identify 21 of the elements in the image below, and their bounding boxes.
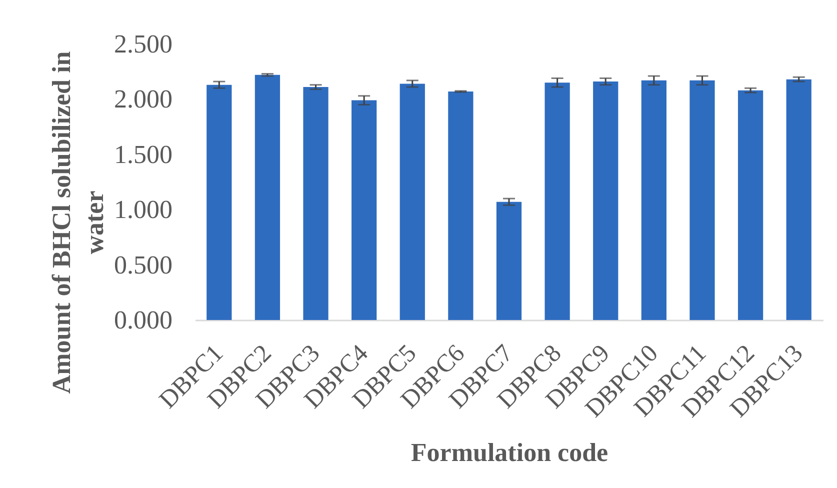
bar: [544, 82, 570, 320]
bar: [303, 87, 328, 320]
y-tick-label: 0.500: [114, 250, 172, 280]
bar: [254, 74, 280, 320]
bar: [448, 91, 474, 320]
y-tick-label: 1.500: [114, 140, 172, 169]
bar: [738, 90, 764, 320]
y-tick-label: 2.000: [114, 84, 172, 114]
bar: [206, 84, 232, 320]
bar: [690, 80, 715, 320]
bar: [352, 100, 377, 320]
bar: [400, 84, 425, 320]
y-tick-label: 0.000: [114, 306, 172, 334]
bar: [593, 82, 618, 320]
y-tick-label: 2.500: [114, 30, 172, 58]
y-axis-title: Amount of BHCl solubilized in water: [47, 50, 109, 394]
bar: [496, 202, 522, 320]
x-axis-title: Formulation code: [410, 438, 608, 468]
bar: [641, 80, 666, 320]
y-tick-label: 1.000: [114, 195, 172, 224]
bar: [786, 79, 812, 320]
